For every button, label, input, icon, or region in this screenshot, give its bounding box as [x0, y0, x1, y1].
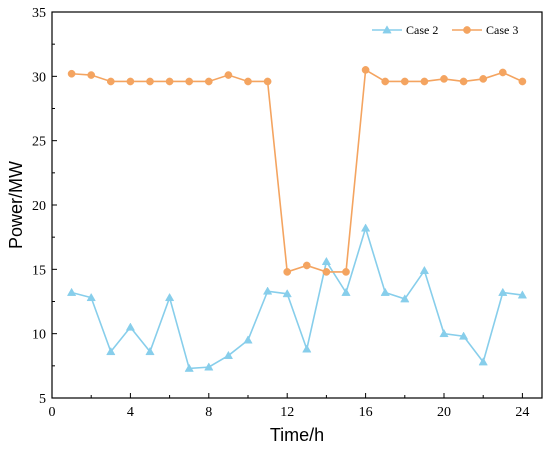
data-point	[126, 77, 135, 86]
data-point	[498, 287, 508, 296]
data-point	[400, 77, 409, 86]
legend: Case 2 Case 3	[372, 23, 518, 37]
data-point	[478, 357, 488, 366]
x-tick-label: 24	[515, 405, 529, 420]
series-line	[71, 68, 523, 273]
data-point	[106, 77, 115, 86]
data-point	[185, 77, 194, 86]
legend-label: Case 3	[486, 23, 518, 37]
plot-frame	[51, 11, 543, 399]
y-axis-title: Power/MW	[6, 161, 26, 249]
data-point	[459, 77, 468, 86]
data-point	[302, 261, 311, 270]
series-line	[71, 225, 523, 370]
x-tick-label: 0	[49, 405, 56, 420]
data-point	[420, 77, 429, 86]
data-point	[106, 346, 116, 356]
legend-marker	[463, 26, 471, 34]
data-point	[165, 77, 174, 86]
data-point	[322, 268, 331, 276]
series-layer	[66, 66, 528, 372]
legend-marker	[382, 25, 392, 34]
data-point	[342, 268, 350, 276]
x-tick-label: 8	[205, 405, 212, 420]
x-tick-label: 20	[437, 405, 451, 420]
data-point	[244, 77, 252, 86]
data-point	[66, 287, 77, 296]
data-point	[204, 362, 214, 371]
x-axis-title: Time/h	[270, 425, 324, 445]
data-point	[439, 328, 449, 338]
data-point	[380, 287, 390, 296]
data-point	[498, 68, 507, 77]
series-case-2	[66, 223, 528, 372]
data-point	[419, 265, 430, 275]
data-point	[263, 77, 272, 86]
y-tick-label: 35	[32, 6, 46, 21]
y-tick-label: 30	[32, 70, 46, 85]
y-tick-label: 25	[32, 135, 46, 150]
legend-item-case-2: Case 2	[372, 23, 438, 37]
data-point	[125, 322, 136, 331]
data-point	[164, 292, 175, 302]
data-point	[224, 71, 233, 79]
data-point	[458, 331, 469, 340]
legend-item-case-3: Case 3	[452, 23, 518, 37]
data-point	[381, 77, 390, 86]
y-tick-label: 20	[32, 199, 46, 214]
x-tick-label: 16	[359, 405, 373, 420]
data-point	[302, 344, 312, 353]
data-point	[321, 256, 332, 266]
data-point	[283, 268, 292, 276]
data-point	[184, 363, 194, 372]
data-point	[440, 75, 448, 83]
data-point	[341, 287, 351, 296]
data-point	[243, 335, 253, 344]
data-point	[223, 350, 234, 359]
y-tick-label: 15	[32, 263, 46, 278]
data-point	[262, 286, 273, 295]
y-tick-label: 10	[32, 328, 46, 343]
data-point	[145, 346, 155, 356]
x-tick-label: 4	[127, 405, 134, 420]
axes-layer: 0 4 8 12 16 20 24 5 10 15 20 25 30 35 Time/h Power/MW	[6, 6, 543, 445]
data-point	[479, 75, 488, 83]
data-point	[282, 289, 292, 298]
data-point	[86, 292, 96, 302]
data-point	[360, 223, 371, 232]
x-tick-label: 12	[280, 405, 294, 420]
data-point	[204, 77, 213, 86]
data-point	[146, 77, 154, 86]
data-point	[518, 77, 527, 86]
data-point	[87, 71, 96, 79]
data-point	[67, 69, 76, 78]
series-case-3	[67, 66, 527, 276]
y-tick-label: 5	[39, 392, 46, 407]
data-point	[361, 66, 370, 74]
legend-label: Case 2	[406, 23, 438, 37]
data-point	[400, 294, 410, 303]
data-point	[517, 290, 528, 299]
